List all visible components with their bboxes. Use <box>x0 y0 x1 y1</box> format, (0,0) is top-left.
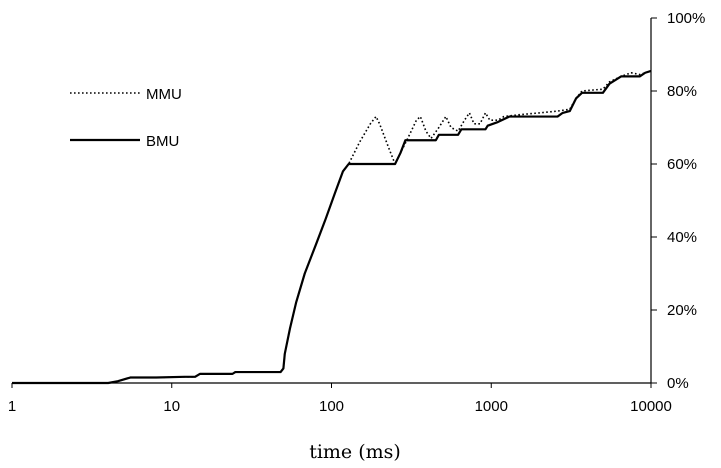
y-tick-label: 60% <box>667 156 697 173</box>
series-line-mmu <box>12 70 652 384</box>
legend-label-mmu: MMU <box>146 86 182 103</box>
x-tick-label: 100 <box>319 398 344 415</box>
y-tick-label: 80% <box>667 83 697 100</box>
axes: 1 10 100 1000 10000 0% 20% 40% 60% 80% 100% <box>8 10 706 415</box>
x-axis-label: time (ms) <box>309 441 401 463</box>
legend-label-bmu: BMU <box>146 133 179 150</box>
legend: MMU BMU <box>70 86 182 150</box>
y-tick-label: 0% <box>667 375 689 392</box>
y-tick-label: 20% <box>667 302 697 319</box>
x-tick-label: 10 <box>163 398 180 415</box>
series-layer <box>12 69 652 385</box>
x-tick-label: 10000 <box>630 398 672 415</box>
y-tick-label: 100% <box>667 10 705 27</box>
series-line-bmu <box>12 69 652 385</box>
y-tick-label: 40% <box>667 229 697 246</box>
x-tick-label: 1 <box>8 398 16 415</box>
x-tick-label: 1000 <box>475 398 508 415</box>
